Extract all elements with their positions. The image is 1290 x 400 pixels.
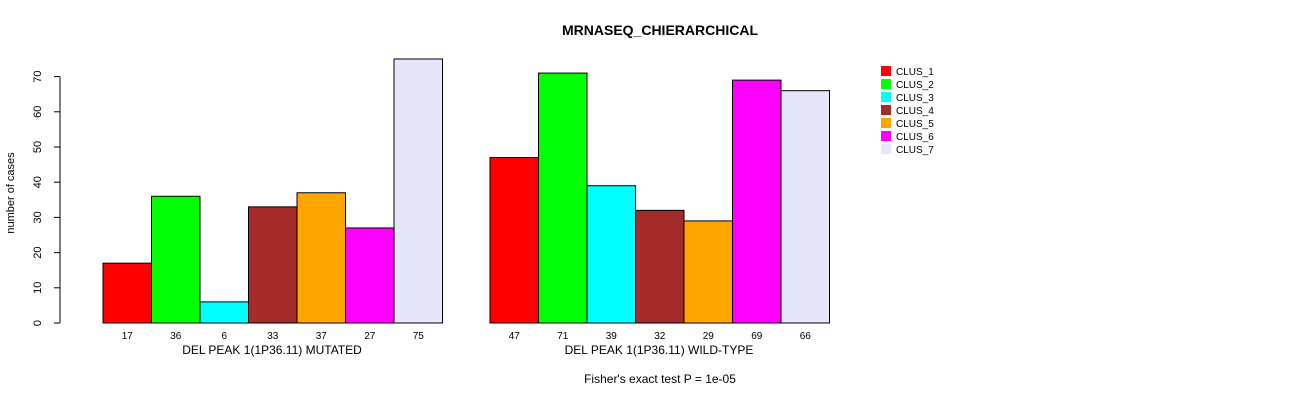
bar-count-label: 36 — [170, 331, 182, 342]
legend-label: CLUS_6 — [896, 132, 934, 143]
bar — [102, 262, 152, 324]
legend-swatch — [881, 79, 891, 89]
y-tick-label: 70 — [32, 70, 44, 82]
bar — [489, 157, 539, 324]
y-tick-label: 50 — [32, 141, 44, 153]
legend-label: CLUS_4 — [896, 106, 934, 117]
group-2-xlabel: DEL PEAK 1(1P36.11) WILD-TYPE — [565, 343, 754, 357]
bar-count-label: 37 — [316, 331, 328, 342]
bar — [780, 90, 830, 324]
legend-swatch — [881, 105, 891, 115]
bar — [345, 227, 395, 324]
y-tick-label: 10 — [32, 282, 44, 294]
legend-label: CLUS_1 — [896, 67, 934, 78]
bar-count-label: 75 — [413, 331, 425, 342]
bar-count-label: 69 — [751, 331, 763, 342]
bar — [393, 58, 443, 324]
bar — [732, 79, 782, 324]
legend-swatch — [881, 66, 891, 76]
bar-count-label: 29 — [703, 331, 715, 342]
bar — [683, 220, 733, 324]
bar — [151, 195, 201, 324]
legend-swatch — [881, 92, 891, 102]
legend-label: CLUS_7 — [896, 145, 934, 156]
bar — [199, 301, 249, 324]
y-tick-label: 20 — [32, 246, 44, 258]
legend-label: CLUS_3 — [896, 93, 934, 104]
y-tick-label: 60 — [32, 106, 44, 118]
bars-layer: 17 36 6 33 37 27 75 47 71 39 32 29 69 66 — [102, 58, 830, 342]
group-1-xlabel: DEL PEAK 1(1P36.11) MUTATED — [182, 343, 362, 357]
bar — [586, 185, 636, 324]
bar — [296, 192, 346, 324]
bar — [538, 72, 588, 324]
legend-swatch — [881, 144, 891, 154]
bar-count-label: 66 — [800, 331, 812, 342]
bar-count-label: 39 — [606, 331, 618, 342]
y-tick-label: 30 — [32, 211, 44, 223]
y-axis: 0 10 20 30 40 50 60 70 — [32, 70, 61, 326]
legend: CLUS_1 CLUS_2 CLUS_3 CLUS_4 CLUS_5 CLUS_6 CLUS… — [881, 66, 934, 156]
y-axis-label: number of cases — [5, 152, 17, 234]
bar-count-label: 47 — [509, 331, 521, 342]
legend-label: CLUS_5 — [896, 119, 934, 130]
y-tick-label: 40 — [32, 176, 44, 188]
bar-count-label: 32 — [654, 331, 666, 342]
bar-count-label: 33 — [267, 331, 279, 342]
legend-label: CLUS_2 — [896, 80, 934, 91]
legend-swatch — [881, 118, 891, 128]
bar-count-label: 17 — [122, 331, 134, 342]
footer-pvalue: Fisher's exact test P = 1e-05 — [584, 372, 736, 386]
chart-title: MRNASEQ_CHIERARCHICAL — [562, 22, 758, 38]
bar-count-label: 6 — [221, 331, 227, 342]
bar-count-label: 27 — [364, 331, 376, 342]
legend-swatch — [881, 131, 891, 141]
bar-count-label: 71 — [557, 331, 569, 342]
bar — [248, 206, 298, 324]
bar — [635, 209, 685, 324]
y-tick-label: 0 — [32, 320, 44, 326]
